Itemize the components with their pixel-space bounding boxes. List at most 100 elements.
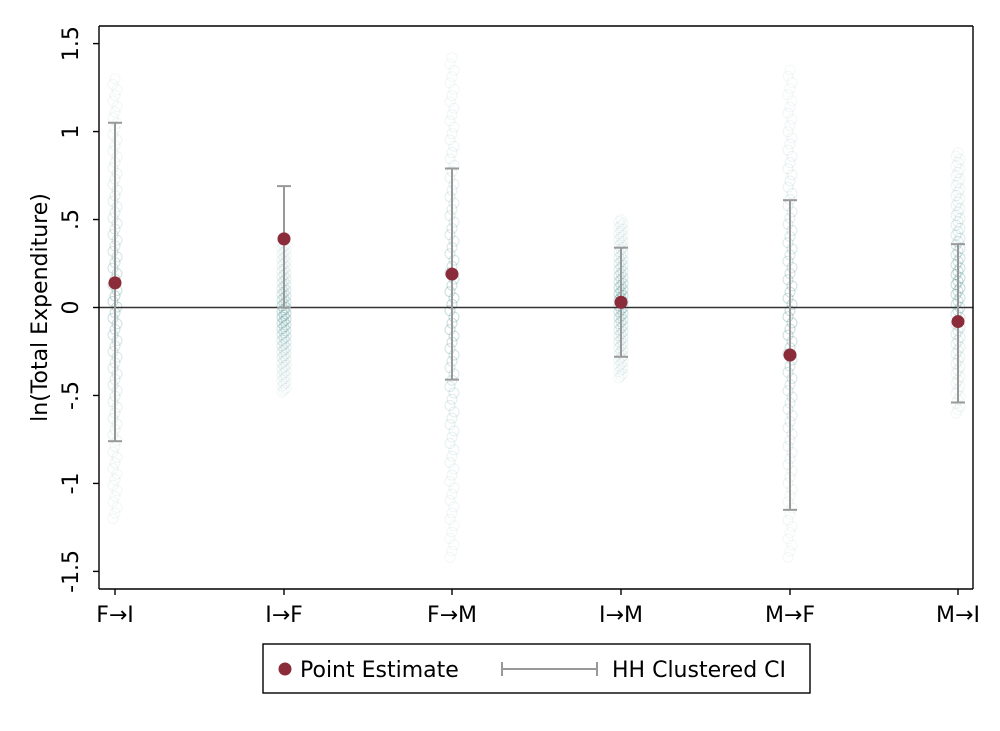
- distribution-point: [786, 446, 798, 458]
- distribution-point: [786, 502, 798, 514]
- distribution-point: [109, 73, 121, 85]
- distribution-point: [276, 369, 288, 381]
- distribution-point: [613, 324, 625, 336]
- distribution-point: [278, 332, 290, 344]
- distribution-point: [786, 76, 798, 88]
- x-tick-label: I→F: [265, 603, 303, 628]
- distribution-point: [111, 485, 123, 497]
- distribution-point: [107, 379, 119, 391]
- distribution-point: [786, 113, 798, 125]
- distribution-point: [276, 351, 288, 363]
- distribution-point: [786, 465, 798, 477]
- distribution-point: [786, 243, 798, 255]
- distribution-point: [280, 256, 292, 268]
- distribution-point: [950, 160, 962, 172]
- distribution-point: [954, 183, 966, 195]
- x-tick-label: F→M: [427, 603, 477, 628]
- distribution-point: [444, 513, 456, 525]
- distribution-point: [952, 186, 964, 198]
- distribution-point: [276, 340, 288, 352]
- distribution-point: [615, 220, 627, 232]
- distribution-point: [950, 288, 962, 300]
- distribution-point: [111, 134, 123, 146]
- distribution-point: [952, 196, 964, 208]
- distribution-point: [784, 527, 796, 539]
- distribution-point: [615, 358, 627, 370]
- distribution-point: [613, 216, 625, 228]
- ci-layer: [108, 121, 965, 511]
- distribution-point: [954, 173, 966, 185]
- distribution-point: [448, 292, 460, 304]
- distribution-point: [950, 368, 962, 380]
- distribution-point: [954, 331, 966, 343]
- distribution-point: [613, 240, 625, 252]
- distribution-point: [444, 210, 456, 222]
- distribution-point: [617, 332, 629, 344]
- distribution-point: [448, 102, 460, 114]
- distribution-point: [617, 218, 629, 230]
- distribution-point: [444, 248, 456, 260]
- distribution-point: [617, 254, 629, 266]
- distribution-point: [276, 271, 288, 283]
- distribution-point: [448, 444, 460, 456]
- distribution-point: [107, 446, 119, 458]
- point-estimate: [277, 232, 291, 246]
- distribution-point: [111, 501, 123, 513]
- distribution-point: [109, 457, 121, 469]
- distribution-point: [782, 496, 794, 508]
- distribution-point: [107, 78, 119, 90]
- distribution-point: [448, 539, 460, 551]
- distribution-point: [276, 260, 288, 272]
- distribution-point: [786, 391, 798, 403]
- distribution-point: [280, 371, 292, 383]
- distribution-point: [444, 58, 456, 70]
- legend: Point Estimate HH Clustered CI: [262, 643, 811, 694]
- distribution-point: [613, 330, 625, 342]
- distribution-point: [782, 107, 794, 119]
- distribution-point: [446, 52, 458, 64]
- distribution-point: [444, 305, 456, 317]
- distribution-point: [613, 372, 625, 384]
- distribution-point: [446, 412, 458, 424]
- distribution-point: [280, 290, 292, 302]
- distribution-point: [950, 259, 962, 271]
- distribution-point: [278, 350, 290, 362]
- distribution-point: [613, 234, 625, 246]
- distribution-point: [784, 175, 796, 187]
- distribution-point: [954, 153, 966, 165]
- distribution-point: [280, 319, 292, 331]
- distribution-point: [782, 163, 794, 175]
- distribution-point: [952, 157, 964, 169]
- point-estimate: [108, 276, 122, 290]
- distribution-point: [617, 236, 629, 248]
- axis-layer: -1.5 -1 -.5 0 .5 1 1.5 ln(Total Expenditure) F→I…: [28, 25, 980, 628]
- distribution-point: [952, 166, 964, 178]
- distribution-point: [444, 381, 456, 393]
- distribution-point: [280, 359, 292, 371]
- distribution-point: [446, 109, 458, 121]
- distribution-point: [276, 328, 288, 340]
- distribution-point: [782, 126, 794, 138]
- distribution-point: [954, 213, 966, 225]
- distribution-point: [954, 203, 966, 215]
- distribution-point: [448, 197, 460, 209]
- distribution-point: [109, 490, 121, 502]
- distribution-point: [280, 313, 292, 325]
- distribution-point: [954, 292, 966, 304]
- point-layer: [108, 232, 965, 362]
- distribution-point: [107, 429, 119, 441]
- distribution-point: [107, 513, 119, 525]
- distribution-point: [952, 176, 964, 188]
- distribution-point: [617, 272, 629, 284]
- distribution-point: [786, 335, 798, 347]
- distribution-point: [786, 317, 798, 329]
- distribution-point: [613, 360, 625, 372]
- distribution-point: [448, 501, 460, 513]
- distribution-point: [786, 150, 798, 162]
- distribution-point: [444, 172, 456, 184]
- distribution-point: [107, 412, 119, 424]
- distribution-point: [448, 463, 460, 475]
- distribution-point: [784, 82, 796, 94]
- distribution-point: [446, 147, 458, 159]
- distribution-point: [617, 266, 629, 278]
